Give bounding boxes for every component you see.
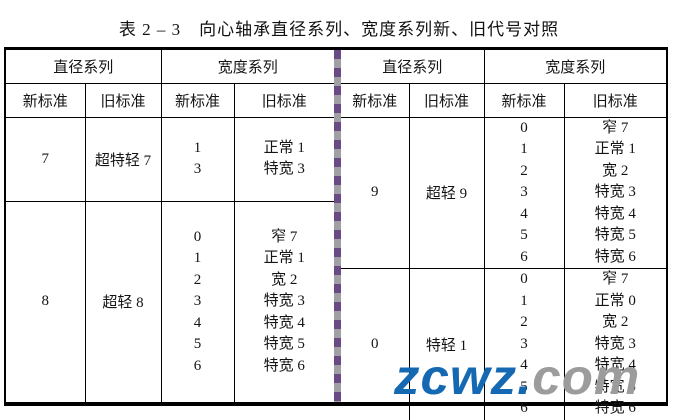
header-diameter-series: 直径系列 <box>341 50 485 84</box>
page-fold-divider <box>334 50 342 402</box>
cell-width-old-list: 窄 7 正常 1 宽 2 特宽 3 特宽 4 特宽 5 特宽 6 <box>563 116 667 269</box>
header-old-standard: 旧标准 <box>563 82 667 118</box>
table-row: 9 超轻 9 0 1 2 3 4 5 6 窄 7 正常 1 宽 2 特宽 3 特… <box>341 116 667 269</box>
cell-diameter-old: 超特轻 7 <box>84 116 162 202</box>
table-row: 7 超特轻 7 1 3 正常 1 特宽 3 <box>6 116 335 202</box>
cell-width-old-list: 窄 7 正常 0 宽 2 特宽 3 特宽 4 特宽 5 特宽 6 <box>563 268 667 420</box>
cell-width-old-list: 正常 1 特宽 3 <box>233 116 335 202</box>
header-old-standard: 旧标准 <box>84 82 162 118</box>
header-new-standard: 新标准 <box>6 82 86 118</box>
cell-width-new-list: 0 1 2 3 4 5 6 <box>483 116 565 269</box>
comparison-table: 直径系列 宽度系列 新标准 旧标准 新标准 旧标准 7 超特轻 7 1 3 正常… <box>4 47 668 420</box>
header-width-series: 宽度系列 <box>483 50 667 84</box>
header-diameter-series: 直径系列 <box>6 50 162 84</box>
cell-diameter-old: 特轻 1 <box>408 268 485 420</box>
cell-diameter-new: 9 <box>341 116 410 269</box>
cell-width-new-list: 0 1 2 3 4 5 6 <box>160 200 235 402</box>
header-width-series: 宽度系列 <box>160 50 335 84</box>
cell-diameter-old: 超轻 9 <box>408 116 485 269</box>
cell-width-old-list: 窄 7 正常 1 宽 2 特宽 3 特宽 4 特宽 5 特宽 6 <box>233 200 335 402</box>
table-left-half: 直径系列 宽度系列 新标准 旧标准 新标准 旧标准 7 超特轻 7 1 3 正常… <box>6 50 335 402</box>
header-new-standard: 新标准 <box>483 82 565 118</box>
header-old-standard: 旧标准 <box>233 82 335 118</box>
header-old-standard: 旧标准 <box>408 82 485 118</box>
table-row: 8 超轻 8 0 1 2 3 4 5 6 窄 7 正常 1 宽 2 特宽 3 特… <box>6 200 335 402</box>
cell-diameter-new: 7 <box>6 116 86 202</box>
table-right-half: 直径系列 宽度系列 新标准 旧标准 新标准 旧标准 9 超轻 9 0 1 2 3… <box>341 50 667 420</box>
cell-diameter-new: 0 <box>341 268 410 420</box>
cell-width-new-list: 0 1 2 3 4 5 6 <box>483 268 565 420</box>
cell-diameter-new: 8 <box>6 200 86 402</box>
table-row: 0 特轻 1 0 1 2 3 4 5 6 窄 7 正常 0 宽 2 特宽 3 特… <box>341 268 667 420</box>
cell-diameter-old: 超轻 8 <box>84 200 162 402</box>
header-new-standard: 新标准 <box>341 82 410 118</box>
header-new-standard: 新标准 <box>160 82 235 118</box>
table-caption: 表 2 – 3 向心轴承直径系列、宽度系列新、旧代号对照 <box>118 20 560 39</box>
cell-width-new-list: 1 3 <box>160 116 235 202</box>
